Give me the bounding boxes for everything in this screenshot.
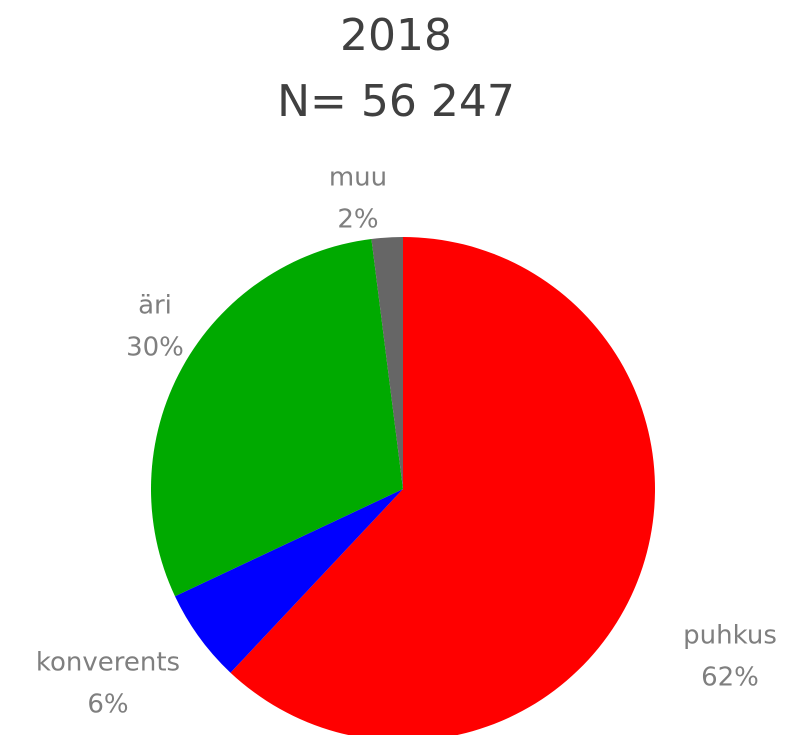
- slice-name: puhkus: [683, 621, 777, 651]
- pie-slice: [230, 237, 655, 735]
- chart-subtitle: N= 56 247: [277, 76, 515, 127]
- slice-name: konverents: [36, 648, 180, 678]
- slice-label: 2%: [337, 205, 378, 235]
- pie-slice: [371, 237, 403, 489]
- slice-label: 62%: [701, 663, 759, 693]
- pie-slice: [174, 489, 403, 673]
- slice-label: 30%: [126, 333, 184, 363]
- slice-label: 6%: [87, 690, 128, 720]
- pie-slice: [151, 238, 403, 597]
- slice-name: äri: [138, 291, 172, 321]
- chart-title: 2018: [340, 10, 452, 61]
- slice-name: muu: [329, 163, 387, 193]
